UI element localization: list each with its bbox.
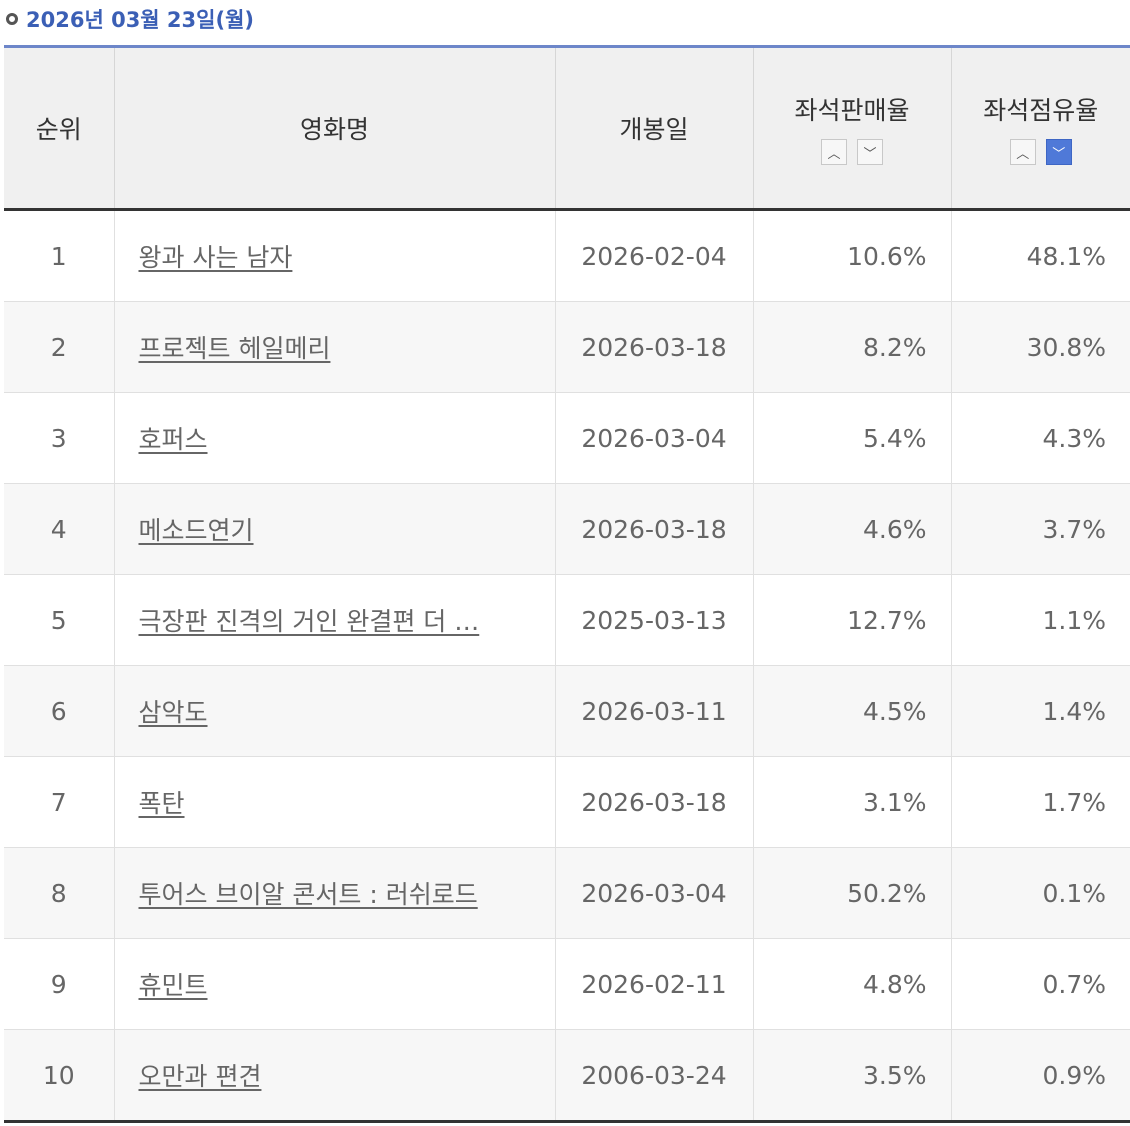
title-cell: 왕과 사는 남자: [114, 209, 556, 302]
title-cell: 휴민트: [114, 938, 556, 1030]
sales-rate-sort-desc-button[interactable]: ﹀: [857, 139, 883, 165]
rank-cell: 8: [4, 847, 115, 939]
table-top-rule: [4, 45, 1130, 48]
seat-sales-rate-cell: 4.6%: [753, 483, 952, 575]
chevron-up-icon: ︿: [827, 146, 841, 162]
box-office-table: 순위 영화명 개봉일 좌석판매율 ︿ ﹀ 좌석점유율 ︿ ﹀: [4, 48, 1130, 1123]
table-body: 1 왕과 사는 남자 2026-02-04 10.6% 48.1% 2 프로젝트…: [4, 209, 1130, 1123]
release-date-cell: 2026-03-04: [555, 392, 754, 484]
movie-title-link[interactable]: 호퍼스: [138, 425, 208, 454]
seat-share-rate-cell: 4.3%: [951, 392, 1130, 484]
title-cell: 프로젝트 헤일메리: [114, 301, 556, 393]
movie-title-link[interactable]: 휴민트: [138, 971, 208, 1000]
release-date-cell: 2026-02-11: [555, 938, 754, 1030]
release-date-cell: 2026-03-04: [555, 847, 754, 939]
movie-title-link[interactable]: 왕과 사는 남자: [138, 243, 293, 272]
movie-title-link[interactable]: 투어스 브이알 콘서트 : 러쉬로드: [138, 880, 478, 909]
title-cell: 극장판 진격의 거인 완결편 더 …: [114, 574, 556, 666]
seat-sales-rate-cell: 8.2%: [753, 301, 952, 393]
seat-share-rate-cell: 0.7%: [951, 938, 1130, 1030]
seat-sales-rate-cell: 50.2%: [753, 847, 952, 939]
rank-cell: 1: [4, 209, 115, 302]
release-date-cell: 2026-02-04: [555, 209, 754, 302]
date-title: 2026년 03월 23일(월): [26, 8, 254, 32]
movie-title-link[interactable]: 메소드연기: [138, 516, 254, 545]
movie-title-link[interactable]: 극장판 진격의 거인 완결편 더 …: [138, 607, 480, 636]
movie-title-link[interactable]: 삼악도: [138, 698, 208, 727]
title-cell: 호퍼스: [114, 392, 556, 484]
column-header-title: 영화명: [114, 48, 556, 210]
title-cell: 메소드연기: [114, 483, 556, 575]
movie-title-link[interactable]: 폭탄: [138, 789, 185, 818]
rank-cell: 10: [4, 1029, 115, 1123]
column-header-share-rate: 좌석점유율 ︿ ﹀: [951, 48, 1130, 210]
table-row: 2 프로젝트 헤일메리 2026-03-18 8.2% 30.8%: [4, 301, 1130, 393]
seat-sales-rate-cell: 3.5%: [753, 1029, 952, 1123]
share-rate-sort-desc-button[interactable]: ﹀: [1045, 139, 1072, 165]
release-date-cell: 2006-03-24: [555, 1029, 754, 1123]
column-header-release: 개봉일: [555, 48, 754, 210]
rank-cell: 9: [4, 938, 115, 1030]
release-date-cell: 2025-03-13: [555, 574, 754, 666]
movie-title-link[interactable]: 오만과 편견: [138, 1062, 262, 1091]
seat-sales-rate-cell: 4.8%: [753, 938, 952, 1030]
title-cell: 투어스 브이알 콘서트 : 러쉬로드: [114, 847, 556, 939]
rank-cell: 7: [4, 756, 115, 848]
share-rate-sort-asc-button[interactable]: ︿: [1009, 139, 1036, 165]
share-rate-sort-controls: ︿ ﹀: [952, 139, 1130, 165]
movie-title-link[interactable]: 프로젝트 헤일메리: [138, 334, 331, 363]
table-row: 4 메소드연기 2026-03-18 4.6% 3.7%: [4, 483, 1130, 575]
rank-cell: 2: [4, 301, 115, 393]
title-cell: 폭탄: [114, 756, 556, 848]
release-date-cell: 2026-03-18: [555, 483, 754, 575]
table-row: 5 극장판 진격의 거인 완결편 더 … 2025-03-13 12.7% 1.…: [4, 574, 1130, 666]
release-date-cell: 2026-03-18: [555, 301, 754, 393]
seat-sales-rate-cell: 12.7%: [753, 574, 952, 666]
table-row: 10 오만과 편견 2006-03-24 3.5% 0.9%: [4, 1029, 1130, 1123]
circle-bullet-icon: [6, 13, 18, 25]
release-date-cell: 2026-03-11: [555, 665, 754, 757]
date-header: 2026년 03월 23일(월): [6, 4, 254, 34]
title-cell: 오만과 편견: [114, 1029, 556, 1123]
seat-sales-rate-cell: 4.5%: [753, 665, 952, 757]
column-header-sales-rate: 좌석판매율 ︿ ﹀: [753, 48, 952, 210]
table-row: 9 휴민트 2026-02-11 4.8% 0.7%: [4, 938, 1130, 1030]
sales-rate-sort-asc-button[interactable]: ︿: [821, 139, 847, 165]
table-row: 1 왕과 사는 남자 2026-02-04 10.6% 48.1%: [4, 209, 1130, 302]
table-row: 7 폭탄 2026-03-18 3.1% 1.7%: [4, 756, 1130, 848]
title-cell: 삼악도: [114, 665, 556, 757]
seat-share-rate-cell: 0.1%: [951, 847, 1130, 939]
seat-sales-rate-cell: 5.4%: [753, 392, 952, 484]
seat-sales-rate-cell: 3.1%: [753, 756, 952, 848]
sales-rate-sort-controls: ︿ ﹀: [754, 139, 951, 165]
table-header: 순위 영화명 개봉일 좌석판매율 ︿ ﹀ 좌석점유율 ︿ ﹀: [4, 48, 1130, 210]
seat-share-rate-cell: 1.4%: [951, 665, 1130, 757]
rank-cell: 5: [4, 574, 115, 666]
seat-share-rate-cell: 30.8%: [951, 301, 1130, 393]
seat-share-rate-cell: 0.9%: [951, 1029, 1130, 1123]
column-header-rank: 순위: [4, 48, 115, 210]
chevron-down-icon: ﹀: [863, 146, 877, 162]
seat-share-rate-cell: 1.1%: [951, 574, 1130, 666]
column-label-share-rate: 좌석점유율: [983, 96, 1099, 125]
box-office-table-wrapper: 순위 영화명 개봉일 좌석판매율 ︿ ﹀ 좌석점유율 ︿ ﹀: [4, 45, 1130, 1123]
chevron-up-icon: ︿: [1016, 146, 1030, 162]
rank-cell: 4: [4, 483, 115, 575]
rank-cell: 3: [4, 392, 115, 484]
table-row: 8 투어스 브이알 콘서트 : 러쉬로드 2026-03-04 50.2% 0.…: [4, 847, 1130, 939]
seat-share-rate-cell: 3.7%: [951, 483, 1130, 575]
rank-cell: 6: [4, 665, 115, 757]
release-date-cell: 2026-03-18: [555, 756, 754, 848]
seat-share-rate-cell: 48.1%: [951, 209, 1130, 302]
column-label-sales-rate: 좌석판매율: [794, 96, 910, 125]
table-row: 3 호퍼스 2026-03-04 5.4% 4.3%: [4, 392, 1130, 484]
seat-sales-rate-cell: 10.6%: [753, 209, 952, 302]
seat-share-rate-cell: 1.7%: [951, 756, 1130, 848]
chevron-down-icon: ﹀: [1052, 146, 1066, 162]
table-row: 6 삼악도 2026-03-11 4.5% 1.4%: [4, 665, 1130, 757]
